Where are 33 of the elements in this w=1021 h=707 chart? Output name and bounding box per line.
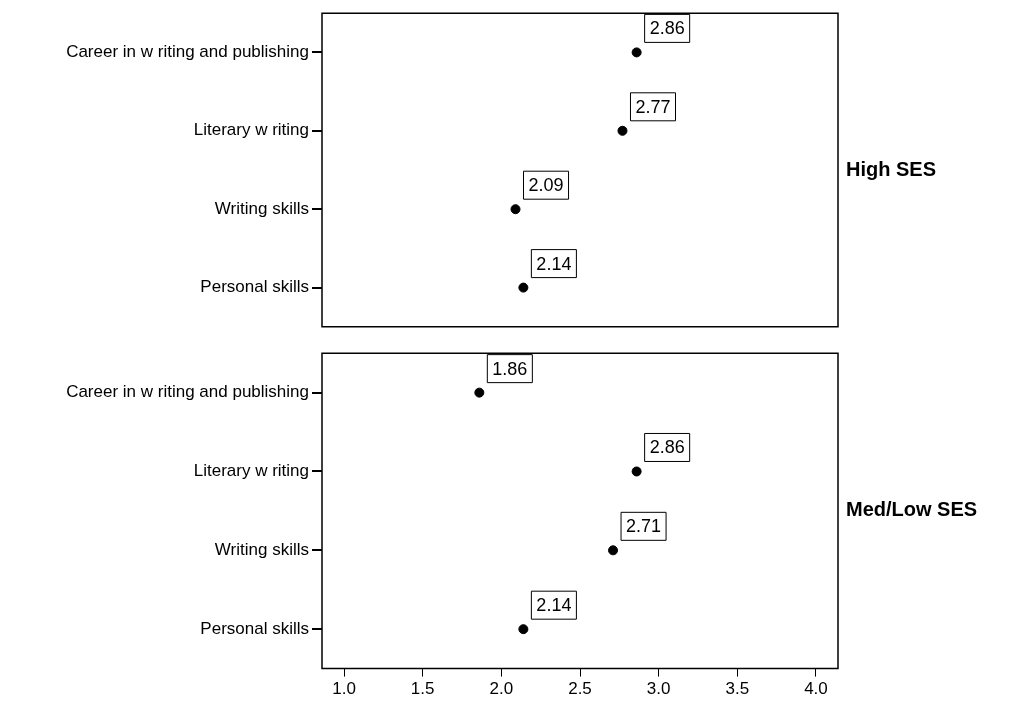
x-tick-label: 2.0 bbox=[489, 679, 514, 699]
y-tick-label: Personal skills bbox=[200, 618, 309, 638]
data-label: 2.14 bbox=[536, 253, 572, 274]
y-tick-label: Writing skills bbox=[214, 198, 309, 218]
y-tick-label: Career in w riting and publishing bbox=[66, 382, 309, 402]
y-tick-label: Career in w riting and publishing bbox=[66, 42, 309, 62]
data-label: 1.86 bbox=[492, 358, 528, 379]
data-label: 2.09 bbox=[528, 175, 564, 196]
x-tick-label: 4.0 bbox=[804, 679, 828, 699]
x-tick-label: 3.0 bbox=[646, 679, 671, 699]
text: Med/Low SES bbox=[846, 498, 978, 521]
data-label: 2.86 bbox=[649, 437, 685, 458]
point bbox=[617, 125, 628, 136]
text: High SES bbox=[846, 157, 937, 180]
y-tick-label: Personal skills bbox=[200, 277, 309, 297]
y-tick-label: Writing skills bbox=[214, 540, 309, 560]
y-tick-label: Literary w riting bbox=[193, 120, 309, 140]
x-tick-label: 1.0 bbox=[332, 679, 356, 699]
y-tick-label: Literary w riting bbox=[193, 461, 309, 481]
data-label: 2.14 bbox=[536, 595, 572, 616]
x-tick-label: 2.5 bbox=[568, 679, 592, 699]
x-tick-label: 1.5 bbox=[410, 679, 435, 699]
data-label: 2.77 bbox=[635, 96, 671, 117]
x-tick-label: 3.5 bbox=[725, 679, 750, 699]
point bbox=[518, 282, 529, 293]
point bbox=[518, 624, 529, 635]
point bbox=[474, 387, 485, 398]
point bbox=[631, 47, 642, 58]
data-label: 2.86 bbox=[649, 18, 685, 39]
point bbox=[631, 466, 642, 477]
data-label: 2.71 bbox=[626, 516, 662, 537]
point bbox=[608, 545, 619, 556]
point bbox=[510, 204, 521, 215]
